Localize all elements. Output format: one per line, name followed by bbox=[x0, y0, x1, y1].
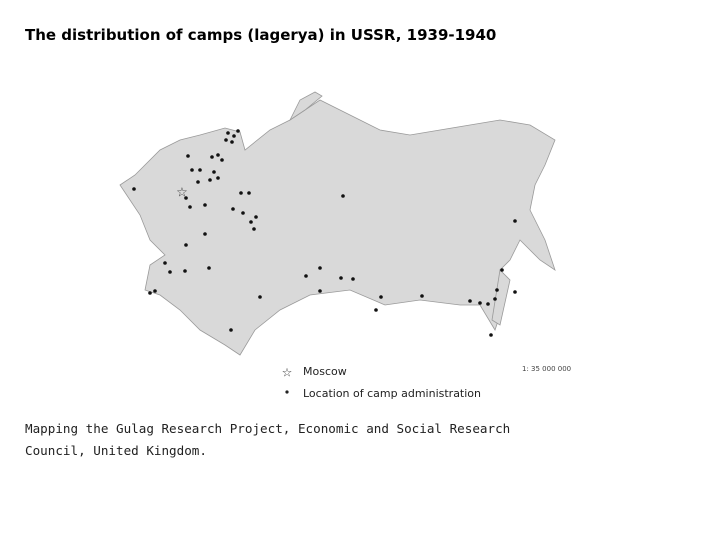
camp-dot bbox=[341, 194, 345, 198]
camp-dot bbox=[420, 294, 424, 298]
camp-dot bbox=[304, 274, 308, 278]
title: The distribution of camps (lagerya) in U… bbox=[25, 26, 497, 44]
camp-dot bbox=[239, 191, 243, 195]
camp-dot bbox=[513, 290, 517, 294]
camp-dot bbox=[254, 215, 258, 219]
camp-dot bbox=[220, 158, 224, 162]
camp-dot bbox=[500, 268, 504, 272]
camp-dot bbox=[226, 131, 230, 135]
camp-dot bbox=[212, 170, 216, 174]
camp-dot bbox=[247, 191, 251, 195]
camp-dot bbox=[232, 134, 236, 138]
camp-dot bbox=[224, 138, 228, 142]
camp-dot bbox=[513, 219, 517, 223]
camp-dot bbox=[374, 308, 378, 312]
legend-label: Moscow bbox=[303, 365, 347, 378]
camp-dot bbox=[318, 266, 322, 270]
camp-dots bbox=[132, 129, 517, 337]
camp-dot bbox=[495, 288, 499, 292]
camp-dot bbox=[489, 333, 493, 337]
moscow-star: ☆ bbox=[176, 186, 188, 201]
camp-dot bbox=[493, 297, 497, 301]
legend-label: Location of camp administration bbox=[303, 387, 481, 400]
camp-dot bbox=[208, 178, 212, 182]
camp-dot bbox=[478, 301, 482, 305]
land bbox=[119, 91, 556, 356]
camp-dot bbox=[252, 227, 256, 231]
legend-star: ☆ bbox=[282, 366, 293, 380]
camp-dot bbox=[258, 295, 262, 299]
camp-dot bbox=[190, 168, 194, 172]
camp-dot bbox=[188, 205, 192, 209]
camp-dot bbox=[229, 328, 233, 332]
camp-dot bbox=[183, 269, 187, 273]
camp-dot bbox=[153, 289, 157, 293]
camp-dot bbox=[203, 203, 207, 207]
camp-dot bbox=[486, 302, 490, 306]
camp-dot bbox=[196, 180, 200, 184]
camp-dot bbox=[184, 243, 188, 247]
camp-dot bbox=[210, 155, 214, 159]
legend-dot bbox=[285, 390, 289, 394]
camp-dot bbox=[216, 176, 220, 180]
camp-dot bbox=[163, 261, 167, 265]
camp-dot bbox=[148, 291, 152, 295]
camp-dot bbox=[207, 266, 211, 270]
camp-dot bbox=[318, 289, 322, 293]
camp-dot bbox=[216, 153, 220, 157]
camp-dot bbox=[186, 154, 190, 158]
camp-dot bbox=[203, 232, 207, 236]
camp-dot bbox=[236, 129, 240, 133]
camp-dot bbox=[184, 196, 188, 200]
scale: 1: 35 000 000 bbox=[522, 365, 571, 373]
camp-dot bbox=[339, 276, 343, 280]
camp-dot bbox=[351, 277, 355, 281]
camp-dot bbox=[468, 299, 472, 303]
camp-dot bbox=[249, 220, 253, 224]
camp-dot bbox=[231, 207, 235, 211]
caption: Mapping the Gulag Research Project, Econ… bbox=[25, 421, 511, 458]
camp-dot bbox=[241, 211, 245, 215]
camp-dot bbox=[230, 140, 234, 144]
camp-dot bbox=[198, 168, 202, 172]
camp-dot bbox=[379, 295, 383, 299]
camp-dot bbox=[132, 187, 136, 191]
camp-dot bbox=[168, 270, 172, 274]
